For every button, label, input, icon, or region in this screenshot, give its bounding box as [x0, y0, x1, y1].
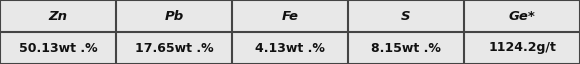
- Text: Fe: Fe: [281, 9, 299, 23]
- Text: Ge*: Ge*: [509, 9, 535, 23]
- Text: S: S: [401, 9, 411, 23]
- Text: 4.13wt .%: 4.13wt .%: [255, 41, 325, 55]
- Text: Pb: Pb: [164, 9, 184, 23]
- Text: 17.65wt .%: 17.65wt .%: [135, 41, 213, 55]
- Text: 1124.2g/t: 1124.2g/t: [488, 41, 556, 55]
- Text: 8.15wt .%: 8.15wt .%: [371, 41, 441, 55]
- Text: Zn: Zn: [49, 9, 67, 23]
- Text: 50.13wt .%: 50.13wt .%: [19, 41, 97, 55]
